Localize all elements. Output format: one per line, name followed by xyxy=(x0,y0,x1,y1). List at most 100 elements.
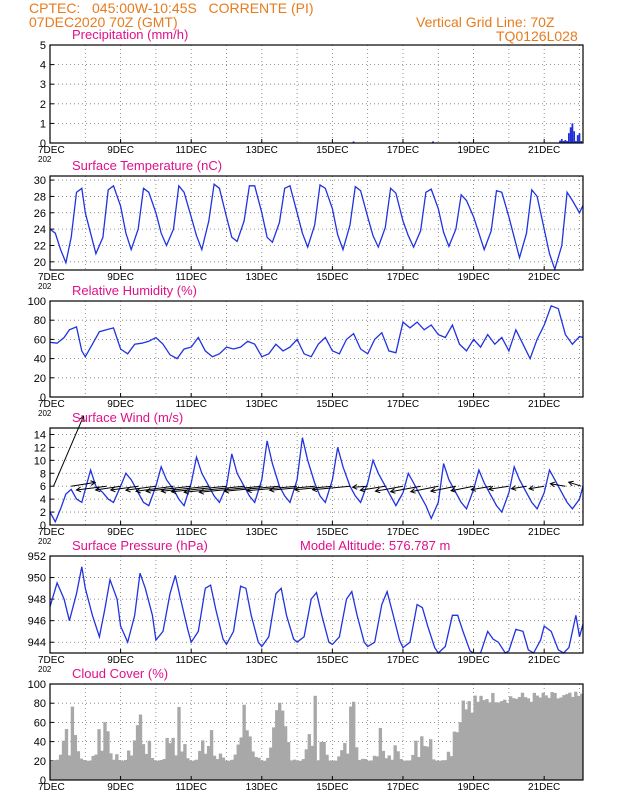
cloud-bar xyxy=(156,760,160,780)
cloud-bar xyxy=(411,754,415,780)
cloud-bar xyxy=(550,692,554,780)
wind-arrowhead xyxy=(75,486,82,493)
cloud-bar xyxy=(532,692,537,780)
wind-arrowhead xyxy=(409,488,416,494)
y-tick-label: 10 xyxy=(34,455,46,467)
x-tick-label: 21DEC xyxy=(528,272,560,283)
wind-arrow xyxy=(71,481,96,487)
cloud-bar xyxy=(565,694,569,780)
wind-arrowhead xyxy=(135,487,141,494)
cloud-bar xyxy=(431,759,436,780)
wind-arrow xyxy=(135,485,174,492)
cloud-bar xyxy=(577,695,581,780)
cloud-bar xyxy=(70,706,75,780)
cloud-bar xyxy=(473,695,477,780)
wind-arrowhead xyxy=(374,487,381,494)
x-tick-label: 21DEC xyxy=(528,145,560,156)
cloud-bar xyxy=(334,760,338,780)
panel-4 xyxy=(49,415,584,526)
wind-arrow xyxy=(146,485,192,492)
cloud-bar xyxy=(269,747,273,780)
cloud-bar xyxy=(535,695,539,780)
cloud-bar xyxy=(307,734,311,780)
cloud-bar xyxy=(67,755,72,780)
wind-arrow xyxy=(488,485,509,490)
cloud-bar xyxy=(121,760,125,780)
cloud-bar xyxy=(506,702,510,780)
cloud-bar xyxy=(257,757,261,780)
cloud-bar xyxy=(429,739,433,780)
precip-bar xyxy=(567,133,570,143)
y-tick-label: 20 xyxy=(34,756,46,768)
y-tick-label: 946 xyxy=(28,616,46,628)
cloud-bar xyxy=(491,693,495,780)
cloud-bar xyxy=(150,758,155,780)
wind-arrow xyxy=(95,485,121,491)
cloud-bar xyxy=(129,755,134,780)
wind-arrowhead xyxy=(293,486,300,493)
cloud-bar xyxy=(100,750,104,780)
cloud-bar xyxy=(79,758,83,780)
cloud-bar xyxy=(372,755,377,780)
cloud-bar xyxy=(319,741,323,780)
x-tick-label: 13DEC xyxy=(246,655,278,666)
cloud-bar xyxy=(357,760,362,780)
x-tick-label: 11DEC xyxy=(175,782,207,793)
y-tick-label: 950 xyxy=(28,573,46,585)
x-tick-label: 13DEC xyxy=(246,145,278,156)
cloud-bar xyxy=(109,753,113,780)
cloud-bar xyxy=(132,740,137,780)
cloud-bar xyxy=(236,744,240,780)
y-tick-label: 0 xyxy=(40,392,46,404)
cloud-bar xyxy=(227,760,232,780)
x-tick-label: 17DEC xyxy=(387,782,419,793)
cloud-bar xyxy=(64,729,69,780)
panel-title: Precipitation (mm/h) xyxy=(72,27,188,42)
cloud-bar xyxy=(272,727,276,780)
y-tick-label: 0 xyxy=(40,775,46,787)
x-tick-label: 9DEC xyxy=(107,145,134,156)
wind-arrowhead xyxy=(351,484,358,490)
wind-arrowhead xyxy=(567,480,574,487)
wind-arrow xyxy=(110,485,139,491)
x-tick-label: 21DEC xyxy=(528,655,560,666)
cloud-bar xyxy=(443,760,448,780)
cloud-bar xyxy=(547,697,551,780)
cloud-bar xyxy=(414,740,418,780)
cloud-bar xyxy=(479,695,483,780)
cloud-bar xyxy=(399,759,403,780)
wind-arrowhead xyxy=(94,486,101,493)
cloud-bar xyxy=(352,701,356,780)
x-tick-label: 19DEC xyxy=(457,655,489,666)
y-tick-label: 14 xyxy=(34,429,46,441)
precip-bar xyxy=(352,141,355,143)
cloud-bar xyxy=(349,706,353,780)
cloud-bar xyxy=(159,760,163,780)
cloud-bar xyxy=(423,746,427,780)
cloud-bar xyxy=(266,757,270,780)
panel-1 xyxy=(49,44,584,144)
cloud-bar xyxy=(562,695,566,780)
cloud-bar xyxy=(420,736,424,780)
wind-arrowhead xyxy=(246,487,252,494)
wind-arrow xyxy=(511,485,527,490)
wind-arrowhead xyxy=(223,487,230,494)
cloud-bar xyxy=(497,702,501,780)
x-tick-label: 15DEC xyxy=(316,782,348,793)
cloud-bar xyxy=(201,740,205,780)
precip-bar xyxy=(559,140,561,143)
cloud-bar xyxy=(461,700,465,780)
plot-frame xyxy=(49,300,584,398)
x-tick-label: 19DEC xyxy=(457,782,489,793)
x-tick-label: 15DEC xyxy=(316,145,348,156)
x-tick-label-year: 202 xyxy=(38,155,52,164)
x-tick-label: 19DEC xyxy=(457,272,489,283)
cloud-bar xyxy=(263,760,267,780)
cloud-bar xyxy=(417,756,421,780)
cloud-bar xyxy=(494,702,498,780)
x-tick-label: 19DEC xyxy=(457,399,489,410)
plot-frame xyxy=(49,427,584,526)
cloud-bar xyxy=(112,759,116,780)
y-tick-label: 40 xyxy=(34,737,46,749)
cloud-bar xyxy=(209,730,214,780)
